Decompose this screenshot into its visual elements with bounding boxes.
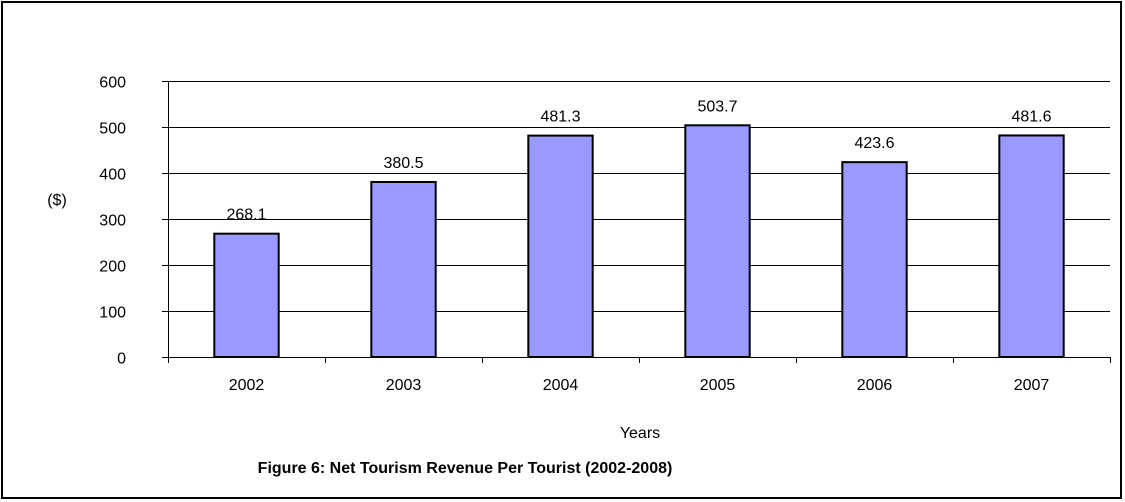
x-tick-label: 2003 — [386, 377, 422, 394]
data-label-2007: 481.6 — [1011, 108, 1051, 125]
x-tick-label: 2004 — [543, 377, 579, 394]
axes — [162, 81, 1111, 363]
y-tick-label: 400 — [99, 167, 126, 184]
x-tick-label: 2006 — [857, 377, 893, 394]
figure-caption: Figure 6: Net Tourism Revenue Per Touris… — [257, 460, 673, 477]
bar-2002 — [213, 232, 280, 358]
y-tick-label: 600 — [99, 75, 126, 92]
bars — [213, 124, 1065, 358]
y-tick-label: 500 — [99, 121, 126, 138]
x-tick-label: 2005 — [700, 377, 736, 394]
data-label-2005: 503.7 — [697, 98, 737, 115]
gridlines — [168, 81, 1110, 312]
bar-2004 — [527, 134, 594, 358]
bar-2005 — [684, 124, 751, 358]
y-tick-label: 0 — [117, 351, 126, 368]
x-tick-label: 2007 — [1014, 377, 1050, 394]
bar-2006 — [841, 161, 908, 358]
bar-2007 — [998, 134, 1065, 358]
data-label-2004: 481.3 — [540, 109, 580, 126]
tick-labels: 0 100 200 300 400 500 600 2002 2003 2004 2005 2006 2… — [99, 75, 1049, 395]
data-labels: 268.1 380.5 481.3 503.7 423.6 481.6 — [226, 98, 1051, 223]
data-label-2003: 380.5 — [383, 155, 423, 172]
y-axis-label: ($) — [47, 192, 67, 209]
data-label-2002: 268.1 — [226, 207, 266, 224]
bar-2003 — [370, 180, 437, 358]
y-tick-label: 300 — [99, 213, 126, 230]
data-label-2006: 423.6 — [854, 135, 894, 152]
y-tick-label: 200 — [99, 259, 126, 276]
x-axis-label: Years — [620, 425, 660, 442]
x-tick-label: 2002 — [229, 377, 265, 394]
y-tick-label: 100 — [99, 305, 126, 322]
